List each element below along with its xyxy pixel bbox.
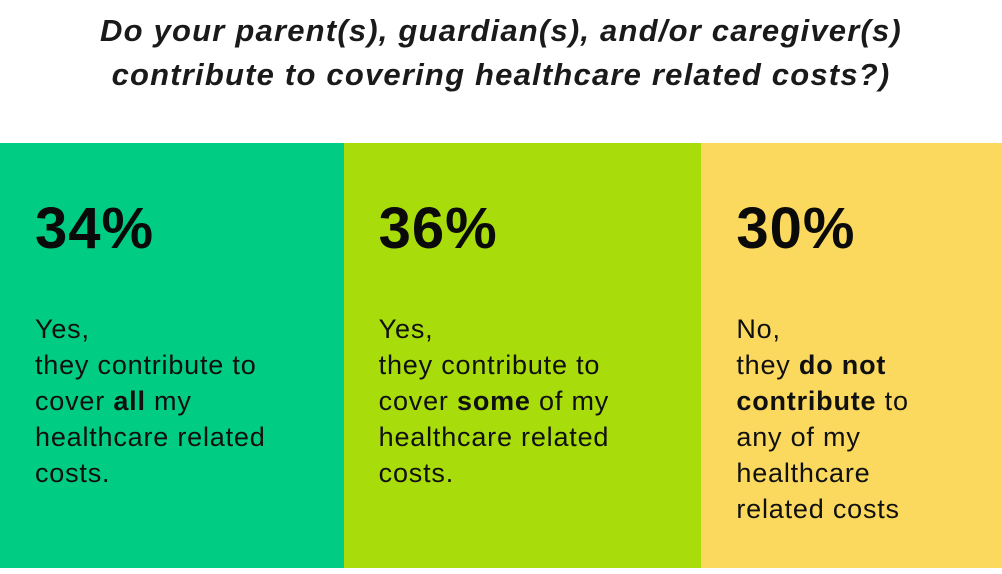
percent-value: 36% (378, 196, 498, 261)
percent-value: 34% (35, 196, 155, 261)
percent-value: 30% (736, 196, 856, 261)
panel-contribute-none: 30% No, they do not contribute to any of my h… (701, 143, 1002, 568)
description-line: healthcare related (378, 422, 610, 452)
description-line: they contribute to (378, 350, 601, 380)
description-line: Yes, (35, 314, 90, 344)
description-line: contribute to (736, 386, 909, 416)
panel-description: No, they do not contribute to any of my heal… (736, 311, 988, 527)
chart-title-line-1: Do your parent(s), guardian(s), and/or c… (100, 13, 902, 48)
description-line: costs. (378, 458, 454, 488)
description-line: any of my (736, 422, 861, 452)
description-line: Yes, (378, 314, 434, 344)
chart-title: Do your parent(s), guardian(s), and/or c… (0, 0, 1002, 143)
panel-contribute-some: 36% Yes, they contribute to cover some of m… (343, 143, 702, 568)
description-line: cover some of my (378, 386, 610, 416)
panel-contribute-all: 34% Yes, they contribute to cover all my hea… (0, 143, 344, 568)
description-line: cover all my (35, 386, 192, 416)
chart-title-line-2: contribute to covering healthcare relate… (111, 57, 891, 92)
percentage-panels-row: 34% Yes, they contribute to cover all my hea… (0, 143, 1002, 568)
description-line: healthcare related (35, 422, 266, 452)
description-line: related costs (736, 494, 900, 524)
panel-description: Yes, they contribute to cover all my health… (35, 311, 330, 491)
description-line: No, (736, 314, 781, 344)
description-line: costs. (35, 458, 111, 488)
panel-description: Yes, they contribute to cover some of my he… (379, 311, 688, 491)
description-line: they do not (736, 350, 887, 380)
description-line: healthcare (736, 458, 871, 488)
description-line: they contribute to (35, 350, 257, 380)
